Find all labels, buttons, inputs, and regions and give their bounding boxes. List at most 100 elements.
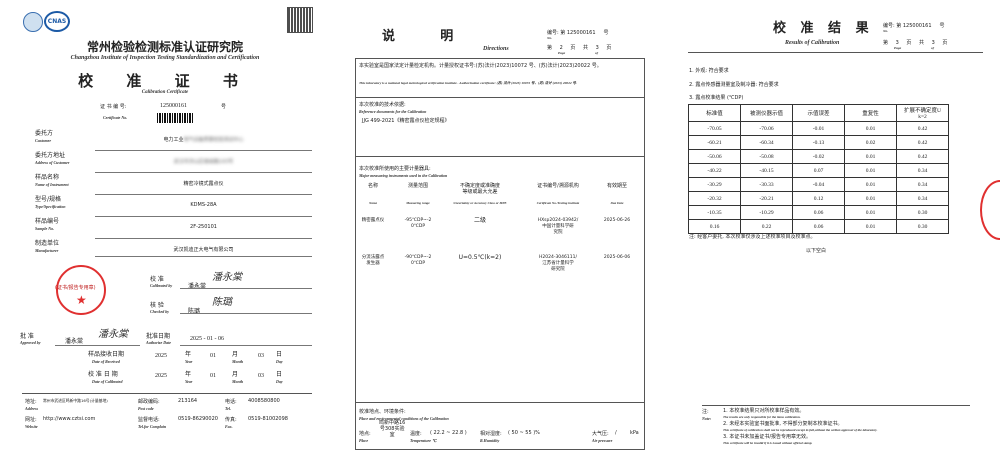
- table-cell: -10.29: [740, 205, 793, 220]
- table-cell: 0.42: [896, 149, 949, 164]
- page-suffix: 页: [942, 40, 948, 46]
- field-label: 制造单位: [35, 240, 60, 247]
- table-cell: 0.01: [844, 205, 897, 220]
- checked-signature: 陈璐: [212, 297, 232, 308]
- date-month-unit-en: Month: [232, 379, 244, 384]
- table-cell: 0.22: [740, 219, 793, 234]
- footer-complain-label: 监督电话:: [138, 417, 160, 423]
- date-day-unit: 日: [276, 371, 283, 378]
- footer-tel-label: 电话:: [225, 399, 237, 405]
- checked-name: 陈璐: [188, 308, 201, 315]
- table-cell: -50.06: [688, 149, 741, 164]
- table-cell: -70.06: [740, 121, 793, 136]
- cnas-logo: CNAS: [44, 11, 70, 32]
- page-indicator: 第 2 页 共 3 页: [547, 44, 611, 51]
- field-value: 2F-250101: [95, 224, 312, 230]
- instr-header-en: Name: [368, 201, 378, 205]
- result-item: 1. 外观: 符合要求: [689, 68, 729, 74]
- table-cell: 0.30: [896, 205, 949, 220]
- no-suffix: 号: [939, 23, 945, 29]
- certificate-title: 校 准 证 书: [78, 72, 252, 90]
- field-value: 武汉凯迪正大电气有限公司: [95, 246, 312, 253]
- auth-date: 2025 - 01 - 06: [190, 336, 224, 342]
- table-row: -10.35 -10.29 0.06 0.01 0.30: [688, 205, 949, 220]
- note-item-en: This certificate will be invalid if it i…: [723, 441, 813, 445]
- instr-cell: HXsp2024-03942/ 中国计量科学研 究院: [537, 218, 579, 235]
- page-total: 3: [931, 40, 935, 46]
- page-indicator: 第 3 页 共 3 页: [883, 39, 947, 46]
- checked-label-en: Checked by: [150, 309, 169, 314]
- directions-title-en: Directions: [483, 46, 509, 52]
- table-cell: 标准值: [688, 104, 741, 122]
- table-cell: 0.01: [844, 177, 897, 192]
- instr-header: 名称: [367, 183, 378, 189]
- env-place: 鸣新中路16 号308实验 室: [379, 420, 406, 438]
- cert-no-suffix: 号: [221, 104, 227, 110]
- date-label: 样品接收日期: [88, 351, 125, 358]
- footer-postcode-label-en: Post code: [138, 406, 154, 411]
- date-label-en: Date of Received: [92, 359, 120, 364]
- table-cell: -60.34: [740, 135, 793, 150]
- date-year: 2025: [155, 373, 167, 379]
- instr-cell: H2024-3046111/ 江苏省计量科学 研究院: [538, 255, 578, 272]
- directions-page: 说 明 Directions 编号: 第 125000161 号 No. 第 2…: [340, 0, 665, 471]
- date-month: 01: [210, 373, 216, 379]
- date-year-unit-en: Year: [185, 379, 193, 384]
- field-value: 精密冷镜式露点仪: [95, 180, 312, 187]
- page-number: 2: [559, 45, 563, 51]
- table-cell: 0.01: [844, 191, 897, 206]
- date-year-unit: 年: [185, 371, 192, 378]
- table-row: -30.29 -30.33 -0.04 0.01 0.34: [688, 177, 949, 192]
- table-cell: 0.07: [792, 163, 845, 178]
- note-item: 2. 未经本实验室书面批准, 不得部分复制本校准证书。: [723, 421, 843, 427]
- qr-code-icon: [287, 7, 313, 33]
- partial-stamp: [980, 180, 1000, 240]
- date-month-unit-en: Month: [232, 359, 244, 364]
- table-cell: -40.15: [740, 163, 793, 178]
- lab-statement-en: This laboratory is a national legal metr…: [359, 81, 577, 85]
- footer-fax: 0519-81002098: [248, 416, 288, 422]
- footer-address: 常州市武进区鸣新中路16号(计量基地): [43, 398, 108, 403]
- table-cell: 示值误差: [792, 104, 845, 122]
- table-cell: -0.02: [792, 149, 845, 164]
- calibrated-label: 校 准: [150, 276, 164, 283]
- no-label-en: No.: [883, 29, 889, 33]
- field-value: KDMS-28A: [95, 202, 312, 208]
- date-day-unit: 日: [276, 351, 283, 358]
- of-label: 页 共: [570, 45, 588, 51]
- table-cell: -60.21: [688, 135, 741, 150]
- page-number: 3: [895, 40, 899, 46]
- note-item: 3. 本证书未加盖证书/报告专用章无效。: [723, 434, 812, 440]
- certificate-cover-page: CNAS 常州检验检测标准认证研究院 Changzhou Institute o…: [0, 0, 330, 471]
- date-year: 2025: [155, 353, 167, 359]
- footer-tel: 4008580800: [248, 398, 280, 404]
- page-label-en: Page: [894, 46, 902, 50]
- env-temp-label-en: Temperature ℃: [410, 438, 437, 443]
- table-cell: 被测仪器示值: [740, 104, 793, 122]
- env-place-label-en: Place: [359, 438, 369, 443]
- table-cell: 0.34: [896, 177, 949, 192]
- env-hum-label: 相对湿度:: [480, 431, 502, 437]
- table-cell: 0.06: [792, 219, 845, 234]
- footer-fax-label-en: Fax.: [225, 424, 233, 429]
- stamp-text: (证书/报告专用章): [55, 285, 96, 291]
- notes-label: 注:: [702, 409, 709, 415]
- env-press: /: [615, 430, 617, 436]
- table-cell: 0.42: [896, 135, 949, 150]
- instruments-label-en: Major measuring instruments used in the …: [359, 173, 448, 178]
- page-label: 第: [883, 40, 889, 46]
- page-label-en: Page: [558, 51, 566, 55]
- field-label-en: Manufacturer: [35, 248, 59, 253]
- official-stamp: (证书/报告专用章) ★: [55, 265, 106, 315]
- date-day-unit-en: Day: [276, 359, 283, 364]
- field-label-en: Address of Customer: [35, 160, 70, 165]
- instr-cell: U=0.5℃(k=2): [458, 254, 502, 261]
- env-temp: ( 22.2 ~ 22.8 ): [430, 430, 467, 436]
- table-cell: 0.42: [896, 121, 949, 136]
- result-item: 3. 露点校准结果 (℃DP): [689, 95, 744, 101]
- institute-name-cn: 常州检验检测标准认证研究院: [86, 40, 243, 54]
- footer-address-label-en: Address: [25, 406, 39, 411]
- instr-header: 测量范围: [407, 183, 428, 189]
- field-value-text: KDMS-28A: [190, 202, 217, 208]
- field-label: 样品编号: [35, 218, 60, 225]
